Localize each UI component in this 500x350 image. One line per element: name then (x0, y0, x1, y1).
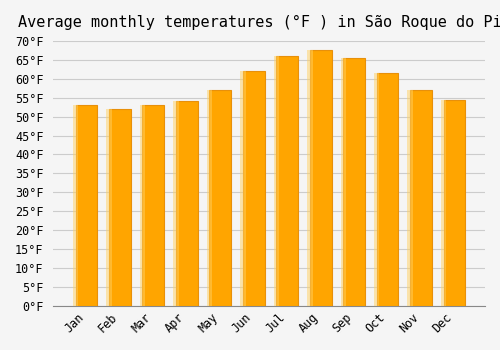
Bar (73, 105, 78, 306)
Bar (240, 71, 246, 306)
Bar (374, 73, 380, 306)
Bar (441, 99, 446, 306)
Bar (76, 105, 98, 306)
Title: Average monthly temperatures (°F ) in São Roque do Pico: Average monthly temperatures (°F ) in Sã… (18, 15, 500, 30)
Bar (109, 109, 131, 306)
Bar (106, 109, 112, 306)
Bar (408, 90, 413, 306)
Bar (276, 56, 298, 306)
Bar (444, 99, 466, 306)
Bar (176, 102, 198, 306)
Bar (206, 90, 212, 306)
Bar (307, 50, 312, 306)
Bar (310, 50, 332, 306)
Bar (376, 73, 398, 306)
Bar (210, 90, 231, 306)
Bar (410, 90, 432, 306)
Bar (274, 56, 279, 306)
Bar (243, 71, 264, 306)
Bar (142, 105, 164, 306)
Bar (140, 105, 145, 306)
Bar (340, 58, 346, 306)
Bar (343, 58, 365, 306)
Bar (173, 102, 178, 306)
